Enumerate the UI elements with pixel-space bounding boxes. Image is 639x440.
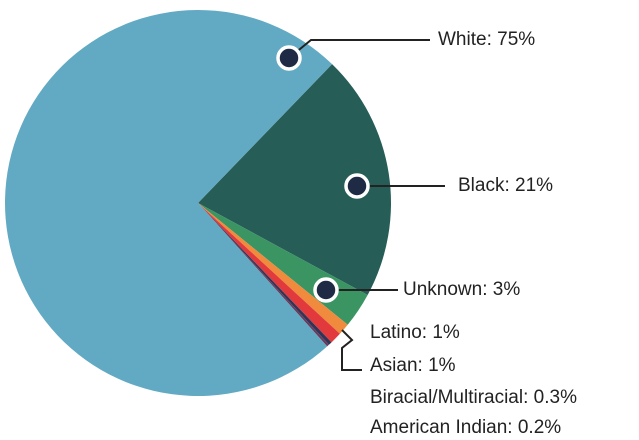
data-label: Black: 21% — [458, 175, 553, 196]
wedge — [198, 64, 391, 296]
label-dot — [344, 173, 370, 199]
wedge — [4, 9, 333, 397]
wedge — [198, 203, 340, 343]
label-dot — [276, 45, 302, 71]
labels: Black: 21% Unknown: 3% Latino: 1% Asian: 1%… — [276, 29, 577, 438]
data-label: Unknown: 3% — [403, 279, 520, 300]
pie — [4, 9, 391, 397]
wedge — [198, 203, 348, 334]
bracket — [341, 329, 362, 371]
data-label: Latino: 1% — [370, 322, 460, 343]
data-label: Biracial/Multiracial: 0.3% — [370, 387, 577, 408]
data-label: American Indian: 0.2% — [370, 417, 561, 438]
data-label: White: 75% — [438, 29, 535, 50]
label-dot — [313, 277, 339, 303]
wedge — [198, 203, 332, 345]
data-label: Asian: 1% — [370, 355, 456, 376]
wedge — [198, 203, 329, 347]
